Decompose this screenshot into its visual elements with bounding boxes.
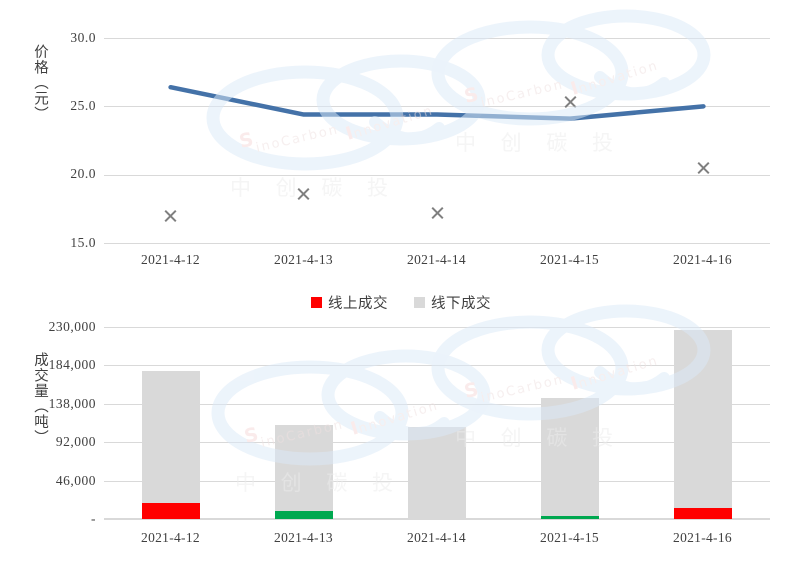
- volume-bar-0-segment-0: [141, 503, 200, 519]
- volume-gridline-230000: [104, 327, 770, 328]
- price-xtick-0: 2021-4-12: [141, 252, 200, 267]
- volume-xtick-0: 2021-4-12: [141, 530, 200, 545]
- legend-item-online[interactable]: 线上成交: [311, 292, 388, 313]
- volume-bar-2-segment-2: [408, 427, 466, 519]
- volume-bar-4-segment-0: [674, 508, 733, 519]
- volume-bar-3-segment-1: [541, 516, 600, 519]
- volume-bar-4-segment-2: [674, 329, 733, 509]
- volume-ytick-1: 184,000: [48, 357, 96, 372]
- price-ytick-1: 25.0: [70, 98, 96, 113]
- volume-bar-3[interactable]: [541, 397, 600, 519]
- price-y-axis-title: 价格（元）: [32, 44, 48, 122]
- volume-y-axis-title: 成交量（吨）: [32, 352, 48, 445]
- volume-ytick-0: 230,000: [48, 319, 96, 334]
- volume-bar-3-segment-2: [541, 397, 600, 517]
- legend-item-offline[interactable]: 线下成交: [414, 292, 491, 313]
- volume-bar-0[interactable]: [141, 371, 200, 519]
- volume-bar-1-segment-1: [274, 511, 333, 519]
- price-marker-3: [563, 95, 578, 110]
- volume-bar-1-segment-2: [274, 425, 333, 512]
- volume-xtick-4: 2021-4-16: [673, 530, 732, 545]
- volume-ytick-3: 92,000: [55, 434, 96, 449]
- volume-ytick-2: 138,000: [48, 396, 96, 411]
- volume-gridline-138000: [104, 404, 770, 405]
- legend-swatch-offline: [414, 297, 425, 308]
- price-marker-2: [430, 205, 445, 220]
- price-xtick-2: 2021-4-14: [407, 252, 466, 267]
- price-xtick-3: 2021-4-15: [540, 252, 599, 267]
- price-xtick-1: 2021-4-13: [274, 252, 333, 267]
- price-gridline-15: [104, 243, 770, 244]
- legend-label-offline: 线下成交: [431, 296, 491, 312]
- volume-ytick-4: 46,000: [55, 473, 96, 488]
- volume-plot-area: [104, 327, 770, 520]
- volume-xtick-2: 2021-4-14: [407, 530, 466, 545]
- volume-xtick-3: 2021-4-15: [540, 530, 599, 545]
- volume-gridline-184000: [104, 365, 770, 366]
- volume-bar-4[interactable]: [674, 329, 733, 519]
- price-ytick-0: 30.0: [70, 30, 96, 45]
- price-marker-0: [163, 208, 178, 223]
- volume-xtick-1: 2021-4-13: [274, 530, 333, 545]
- legend-label-online: 线上成交: [328, 296, 388, 312]
- volume-chart-legend: 线上成交 线下成交: [0, 292, 802, 313]
- legend-swatch-online: [311, 297, 322, 308]
- price-xtick-4: 2021-4-16: [673, 252, 732, 267]
- volume-bar-2[interactable]: [408, 427, 466, 519]
- price-ytick-3: 15.0: [70, 235, 96, 250]
- volume-axis-baseline: [104, 518, 770, 520]
- price-marker-4: [696, 160, 711, 175]
- price-ytick-2: 20.0: [70, 166, 96, 181]
- price-marker-1: [296, 186, 311, 201]
- volume-bar-0-segment-2: [141, 371, 200, 504]
- volume-ytick-5: -: [91, 511, 96, 526]
- volume-bar-1[interactable]: [274, 425, 333, 519]
- price-plot-area: [104, 38, 770, 244]
